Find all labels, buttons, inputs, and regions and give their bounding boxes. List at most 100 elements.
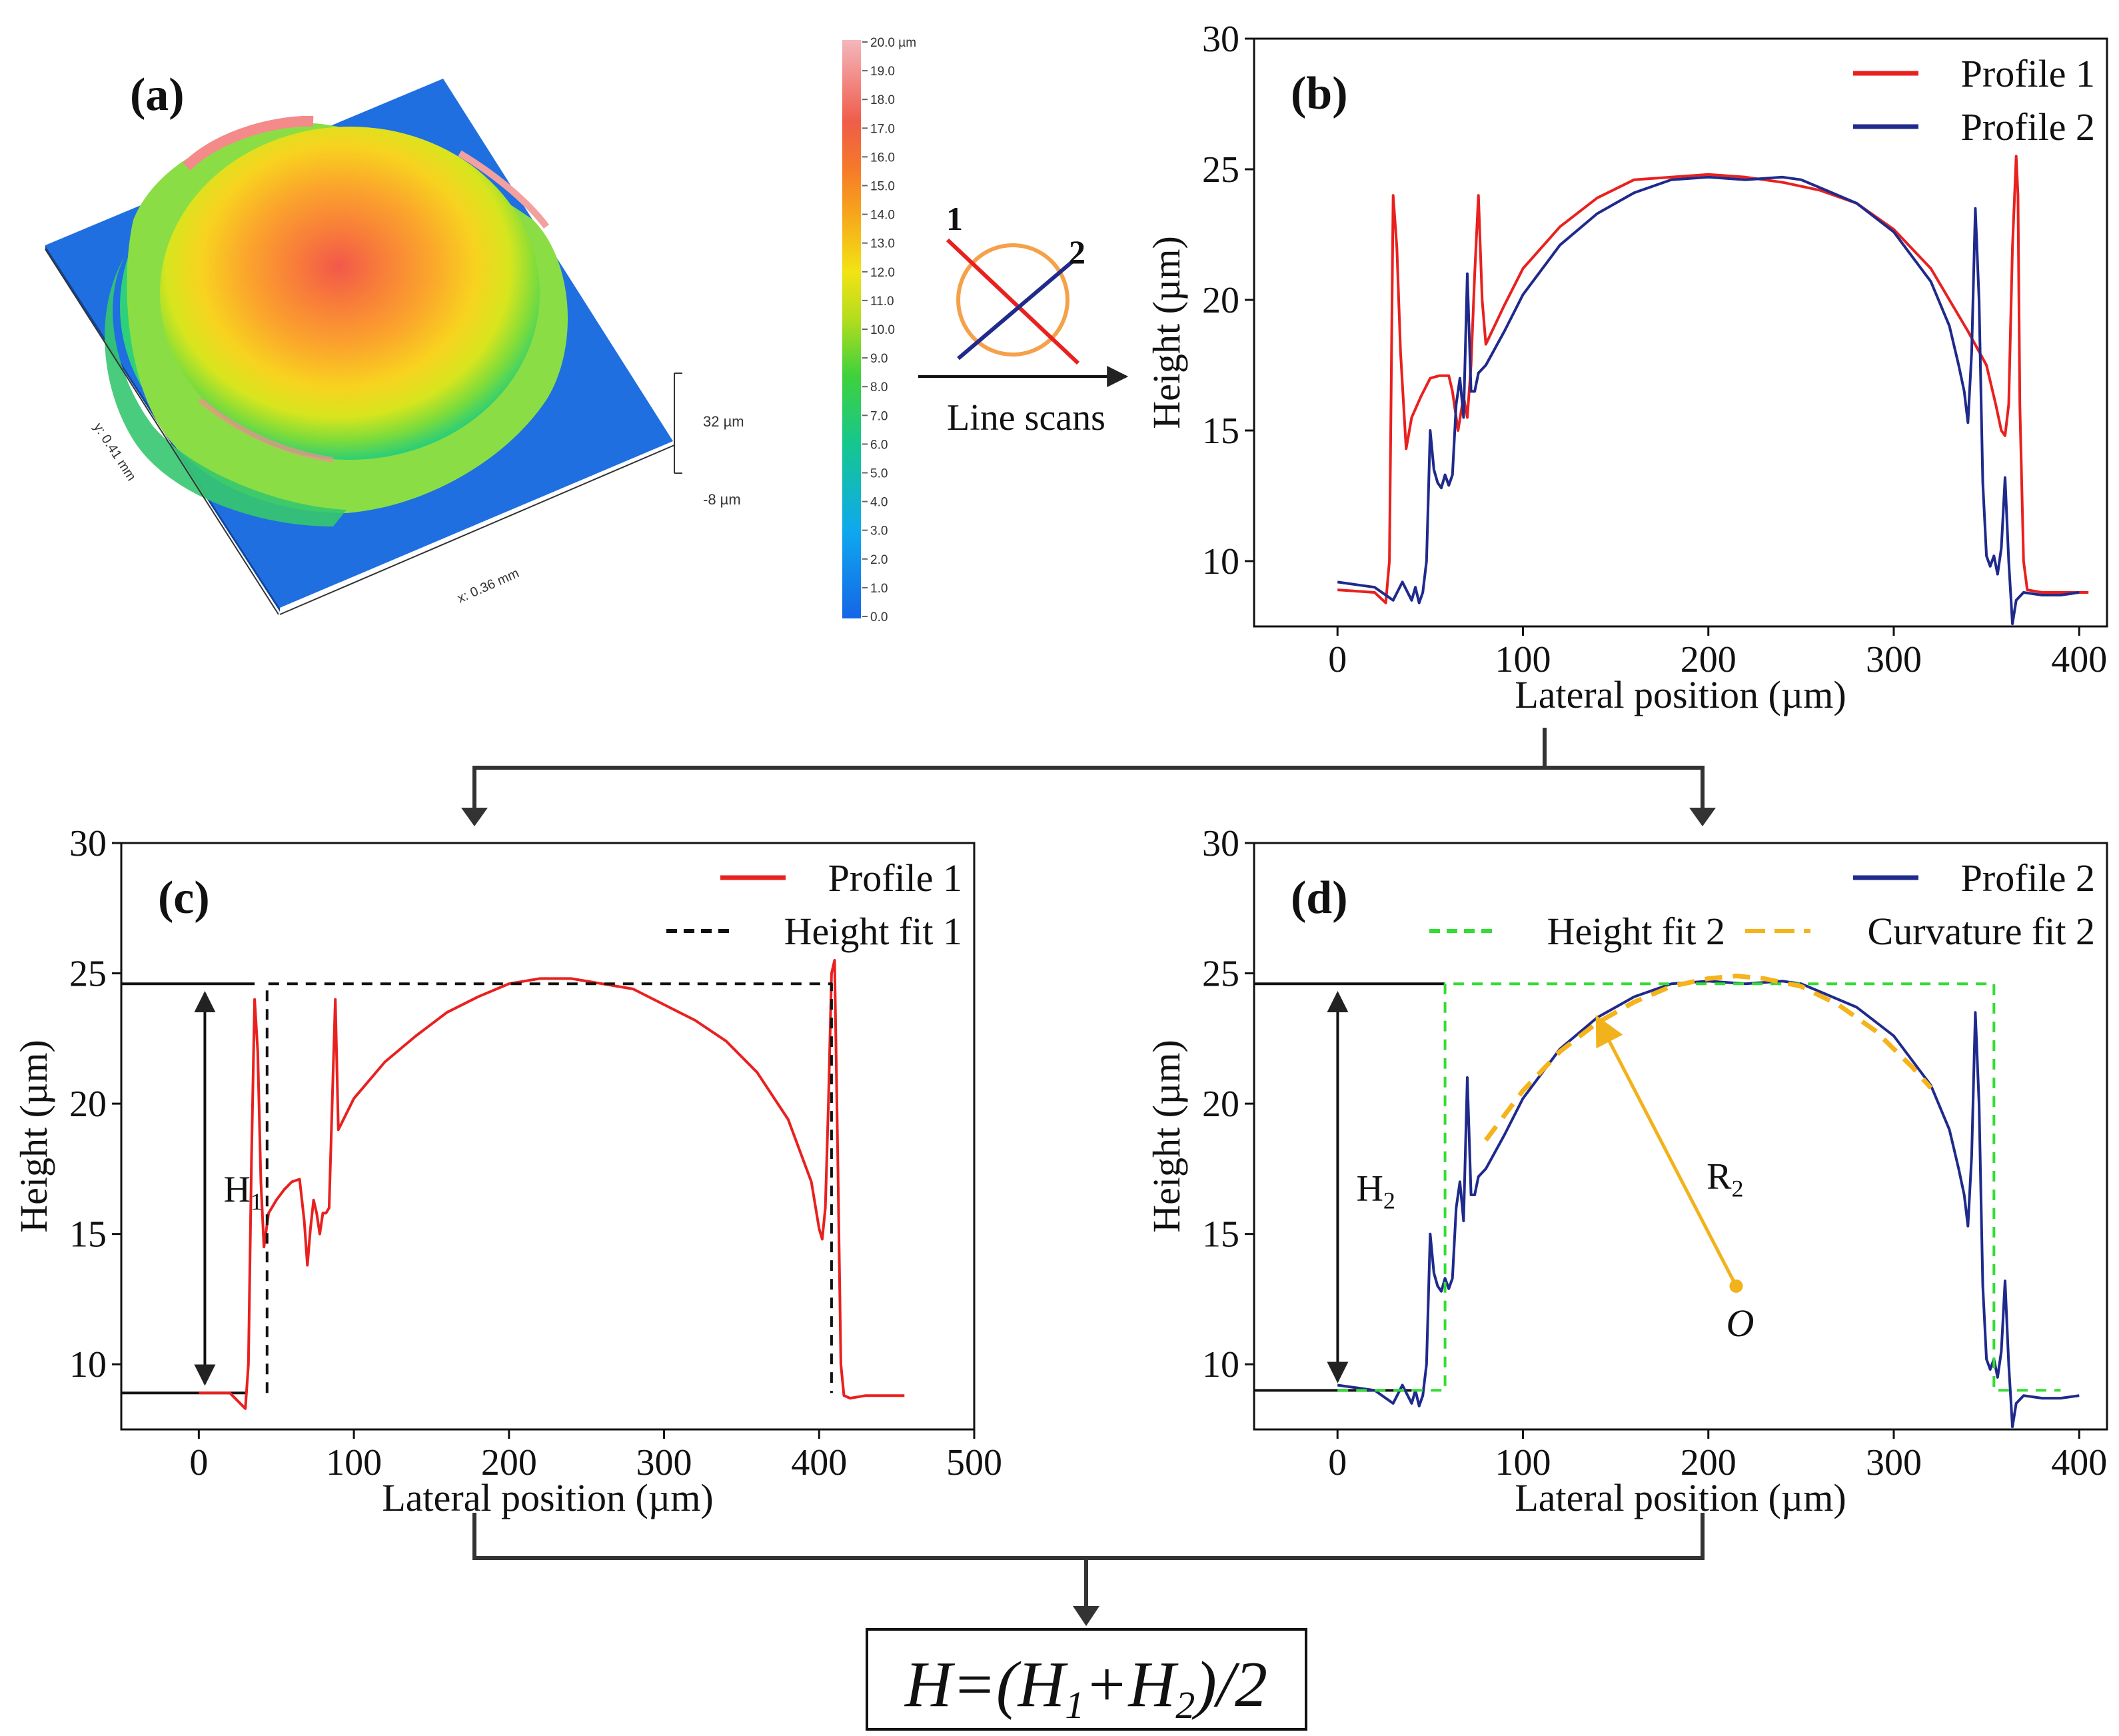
x-tick-label: 400 — [2051, 1442, 2107, 1483]
y-tick-label: 20 — [1202, 280, 1239, 321]
center-point — [1729, 1279, 1743, 1293]
x-tick-label: 300 — [636, 1442, 692, 1483]
radius-label: R2 — [1707, 1156, 1743, 1202]
legend-label: Profile 1 — [1961, 52, 2095, 95]
plot-frame — [120, 842, 976, 1431]
y-tick-label: 25 — [1202, 149, 1239, 191]
y-tick-label: 15 — [1202, 1214, 1239, 1256]
colorbar-tick-label: 18.0 — [870, 93, 895, 107]
colorbar-tick-label: 15.0 — [870, 180, 895, 194]
series-height-fit-2 — [1337, 982, 2061, 1392]
y-tick-label: 15 — [1202, 411, 1239, 452]
colorbar-tick-label: 17.0 — [870, 122, 895, 136]
y-tick-label: 30 — [1202, 19, 1239, 60]
y-tick-label: 10 — [1202, 541, 1239, 582]
formula-box: H=(H1+H2)/2 — [866, 1628, 1307, 1731]
x-tick-label: 200 — [1681, 639, 1737, 680]
series-height-fit-1 — [265, 982, 833, 1393]
colorbar-tick-label: 3.0 — [870, 524, 888, 538]
colorbar-tick-label: 14.0 — [870, 209, 895, 223]
colorbar-tick-label: 1.0 — [870, 582, 888, 596]
colorbar-ticks: 20.0 µm 19.0 18.0 17.0 16.0 15.0 14.0 13.0 12.0 1… — [862, 36, 916, 624]
x-tick-label: 200 — [1681, 1442, 1737, 1483]
legend-label: Profile 2 — [1961, 105, 2095, 149]
y-axis-label: Height (µm) — [12, 1040, 55, 1233]
panel-label: (b) — [1291, 68, 1348, 119]
colorbar — [842, 40, 861, 618]
plot-frame — [1253, 842, 2108, 1431]
y-tick-label: 15 — [69, 1214, 107, 1256]
height-label: H2 — [1356, 1168, 1395, 1214]
chart-c: 0 100 200 300 400 500 10 15 20 25 30 Lateral positi… — [12, 823, 1002, 1519]
z-bottom-label: -8 µm — [703, 491, 741, 508]
topography-mound — [105, 115, 568, 526]
colorbar-tick-label: 6.0 — [870, 438, 888, 452]
legend-label: Height fit 2 — [1547, 910, 1725, 953]
x-tick-label: 400 — [2051, 639, 2107, 680]
colorbar-tick-label: 5.0 — [870, 467, 888, 481]
chart-b: 0 100 200 300 400 10 15 20 25 30 Lateral position … — [1145, 19, 2108, 716]
x-tick-label: 100 — [326, 1442, 382, 1483]
colorbar-tick-label: 4.0 — [870, 496, 888, 510]
y-axis-line — [45, 249, 279, 615]
y-tick-label: 25 — [1202, 954, 1239, 995]
y-tick-label: 20 — [1202, 1084, 1239, 1125]
x-axis-label: Lateral position (µm) — [382, 1476, 713, 1519]
y-axis-label: Height (µm) — [1145, 236, 1188, 429]
flow-merge-line — [472, 1513, 1705, 1560]
flow-arrow-to-d — [1545, 766, 1705, 814]
chart-d: 0 100 200 300 400 10 15 20 25 30 Lateral position … — [1145, 823, 2108, 1519]
scan-line-2-label: 2 — [1069, 233, 1085, 271]
scan-line-1-label: 1 — [946, 200, 963, 237]
panel-label-a: (a) — [130, 69, 185, 121]
legend-label: Height fit 1 — [784, 910, 962, 953]
panel-label: (c) — [158, 872, 210, 924]
formula-text: H=(H1+H2)/2 — [904, 1649, 1267, 1727]
panel-label: (d) — [1291, 872, 1348, 924]
x-axis-label: Lateral position (µm) — [1515, 1476, 1846, 1519]
series-curvature-fit-2 — [1483, 974, 1933, 1142]
colorbar-tick-label: 12.0 — [870, 266, 895, 280]
y-axis-label: Height (µm) — [1145, 1040, 1188, 1233]
x-tick-label: 0 — [189, 1442, 208, 1483]
x-tick-label: 200 — [481, 1442, 537, 1483]
y-tick-label: 30 — [1202, 823, 1239, 864]
line-scans-caption: Line scans — [947, 397, 1105, 438]
scan-line-1 — [946, 238, 1080, 365]
y-tick-label: 30 — [69, 823, 107, 864]
plot-frame — [1253, 37, 2108, 628]
x-tick-label: 500 — [946, 1442, 1002, 1483]
colorbar-tick-label: 11.0 — [870, 295, 894, 309]
colorbar-tick-label: 2.0 — [870, 553, 888, 567]
y-tick-label: 10 — [69, 1344, 107, 1385]
center-label: O — [1727, 1302, 1755, 1345]
series-profile-1 — [1337, 155, 2089, 604]
z-top-label: 32 µm — [703, 413, 744, 430]
series-profile-2 — [1337, 980, 2080, 1429]
x-tick-label: 0 — [1328, 1442, 1347, 1483]
panel-a: (a) y: 0.41 mm x: 0.36 mm 32 µm -8 µm 20… — [45, 36, 916, 624]
flow-arrow-to-c — [472, 728, 1547, 814]
line-scan-diagram: 1 2 Line scans — [918, 200, 1129, 438]
colorbar-tick-label: 9.0 — [870, 352, 888, 366]
colorbar-tick-label: 0.0 — [870, 610, 888, 624]
series-profile-1 — [199, 959, 905, 1410]
droplet-outline — [956, 243, 1069, 357]
legend-label: Curvature fit 2 — [1868, 910, 2095, 953]
x-tick-label: 100 — [1495, 639, 1551, 680]
x-tick-label: 300 — [1866, 1442, 1922, 1483]
flow-arrows — [472, 728, 1705, 1613]
x-dimension-label: x: 0.36 mm — [455, 566, 521, 606]
colorbar-tick-label: 7.0 — [870, 409, 888, 423]
x-tick-label: 400 — [791, 1442, 847, 1483]
x-tick-label: 0 — [1328, 639, 1347, 680]
height-label: H1 — [223, 1169, 262, 1215]
y-tick-label: 20 — [69, 1084, 107, 1125]
colorbar-tick-label: 20.0 µm — [870, 36, 916, 50]
x-axis-line — [279, 444, 675, 615]
colorbar-tick-label: 10.0 — [870, 323, 895, 337]
colorbar-tick-label: 16.0 — [870, 151, 895, 165]
colorbar-tick-label: 19.0 — [870, 65, 895, 79]
x-tick-label: 300 — [1866, 639, 1922, 680]
